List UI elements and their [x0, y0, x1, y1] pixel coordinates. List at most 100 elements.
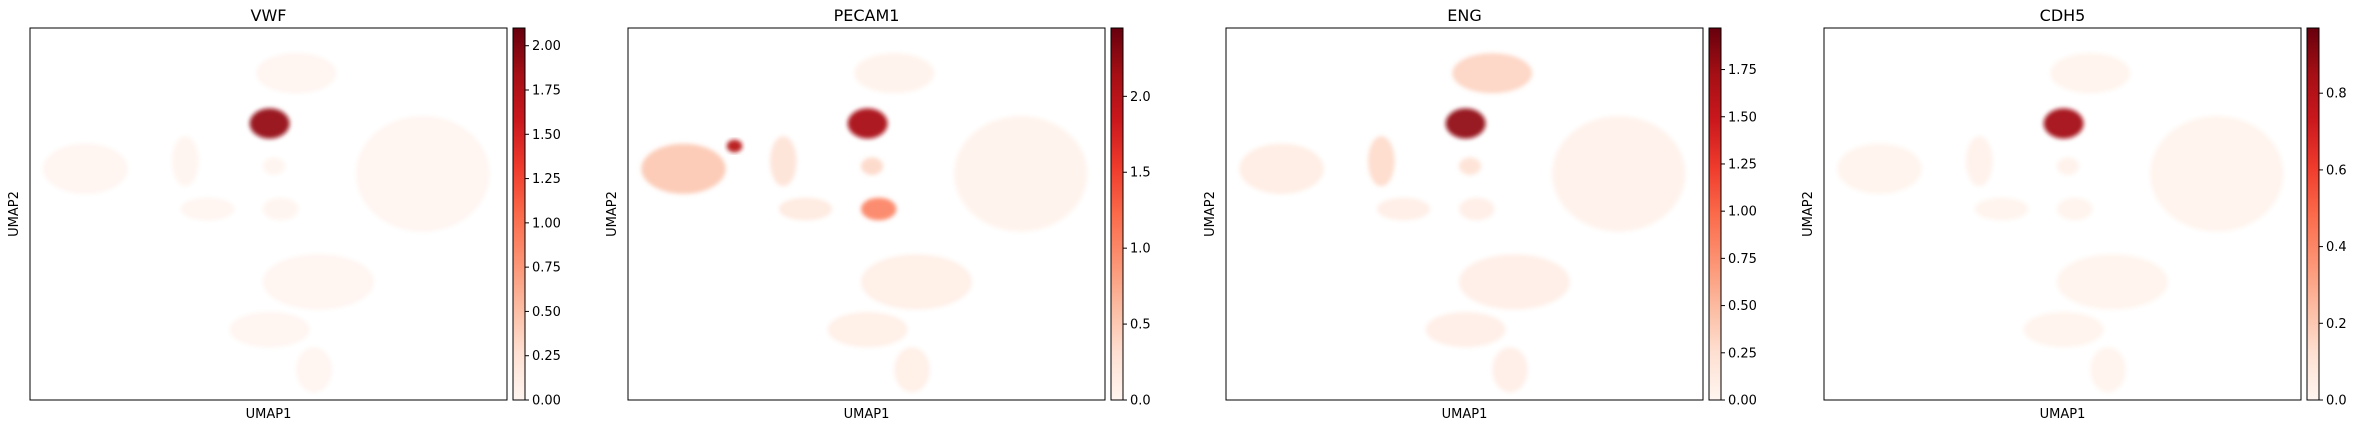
- colorbar-tick-label: 0.00: [532, 394, 561, 409]
- cell-cluster-11: [2090, 347, 2126, 393]
- cell-cluster-4: [1966, 136, 1993, 187]
- umap-panel-3: ENG UMAP1 UMAP2 0.00 0.25 0.50 0.75 1.00 1.25 1.5…: [1203, 6, 1757, 422]
- cell-cluster-1: [854, 53, 935, 94]
- cell-cluster-7: [180, 197, 235, 221]
- cell-cluster-1: [2050, 53, 2131, 94]
- panel-title: ENG: [1447, 6, 1481, 25]
- cell-cluster-6: [2057, 197, 2093, 221]
- colorbar-tick-label: 0.4: [2326, 240, 2347, 255]
- colorbar-tick-label: 0.50: [1728, 299, 1757, 314]
- cell-cluster-2: [249, 108, 290, 139]
- colorbar-tick-label: 0.5: [1130, 318, 1151, 333]
- cell-cluster-3: [43, 143, 128, 194]
- colorbar-gradient: [2306, 27, 2320, 401]
- cell-cluster-9: [262, 254, 374, 310]
- y-axis-label: UMAP2: [7, 191, 22, 237]
- cell-cluster-6: [1459, 197, 1495, 221]
- colorbar-tick-label: 0.75: [1728, 252, 1757, 267]
- colorbar-tick-label: 1.75: [1728, 63, 1757, 78]
- colorbar-tick-label: 1.25: [532, 172, 561, 187]
- colorbar-tick-label: 2.00: [532, 39, 561, 54]
- cell-cluster-11: [1492, 347, 1528, 393]
- colorbar: 0.00 0.25 0.50 0.75 1.00 1.25 1.50 1.75: [1708, 27, 1757, 409]
- cell-cluster-6: [263, 197, 299, 221]
- cell-cluster-6: [860, 157, 884, 175]
- colorbar-tick-label: 1.50: [1728, 110, 1757, 125]
- cell-cluster-4: [726, 139, 743, 153]
- cell-cluster-5: [2056, 157, 2080, 175]
- cell-cluster-11: [296, 347, 332, 393]
- cell-cluster-5: [262, 157, 286, 175]
- cell-cluster-7: [1376, 197, 1431, 221]
- colorbar-tick-label: 0.25: [1728, 346, 1757, 361]
- cell-cluster-3: [1837, 143, 1922, 194]
- colorbar-gradient: [512, 27, 526, 401]
- panel-title: PECAM1: [834, 6, 900, 25]
- cell-cluster-10: [2023, 312, 2104, 348]
- x-axis-label: UMAP1: [246, 407, 292, 422]
- umap-panel-1: VWF UMAP1 UMAP2 0.00 0.25 0.50 0.75 1.00 1.25 1.5…: [7, 6, 561, 422]
- y-axis-label: UMAP2: [1801, 191, 1816, 237]
- colorbar: 0.0 0.5 1.0 1.5 2.0: [1110, 27, 1151, 409]
- axes-frame: [627, 27, 1106, 401]
- colorbar-tick-label: 1.0: [1130, 242, 1151, 257]
- cell-cluster-8: [1552, 116, 1686, 232]
- scatter-area: [1837, 53, 2284, 393]
- colorbar-tick-label: 0.50: [532, 305, 561, 320]
- colorbar-tick-label: 0.6: [2326, 163, 2347, 178]
- colorbar-tick-label: 0.25: [532, 349, 561, 364]
- colorbar-tick-label: 0.2: [2326, 317, 2347, 332]
- cell-cluster-7: [861, 197, 897, 221]
- panel-title: CDH5: [2040, 6, 2086, 25]
- cell-cluster-11: [827, 312, 908, 348]
- axes-frame: [1225, 27, 1704, 401]
- colorbar: 0.0 0.2 0.4 0.6 0.8: [2306, 27, 2347, 409]
- colorbar-gradient: [1708, 27, 1722, 401]
- scatter-area: [1239, 53, 1686, 393]
- cell-cluster-3: [641, 143, 726, 194]
- colorbar-tick-label: 0.0: [1130, 394, 1151, 409]
- umap-panel-4: CDH5 UMAP1 UMAP2 0.0 0.2 0.4 0.6 0.8: [1801, 6, 2347, 422]
- colorbar-tick-label: 1.00: [532, 216, 561, 231]
- cell-cluster-12: [894, 347, 930, 393]
- cell-cluster-3: [1239, 143, 1324, 194]
- cell-cluster-9: [1458, 254, 1570, 310]
- x-axis-label: UMAP1: [2040, 407, 2086, 422]
- colorbar-tick-label: 2.0: [1130, 90, 1151, 105]
- cell-cluster-8: [2150, 116, 2284, 232]
- cell-cluster-10: [1425, 312, 1506, 348]
- cell-cluster-2: [2043, 108, 2084, 139]
- colorbar-tick-label: 0.8: [2326, 87, 2347, 102]
- colorbar-tick-label: 1.75: [532, 84, 561, 99]
- colorbar-tick-label: 1.5: [1130, 166, 1151, 181]
- colorbar-tick-label: 0.00: [1728, 394, 1757, 409]
- cell-cluster-7: [1974, 197, 2029, 221]
- axes-frame: [29, 27, 508, 401]
- cell-cluster-1: [256, 53, 337, 94]
- colorbar: 0.00 0.25 0.50 0.75 1.00 1.25 1.50 1.75 2.00: [512, 27, 561, 409]
- cell-cluster-4: [172, 136, 199, 187]
- colorbar-gradient: [1110, 27, 1124, 401]
- colorbar-tick-label: 1.00: [1728, 205, 1757, 220]
- cell-cluster-9: [2056, 254, 2168, 310]
- cell-cluster-5: [770, 136, 797, 187]
- cell-cluster-2: [1445, 108, 1486, 139]
- colorbar-tick-label: 0.75: [532, 261, 561, 276]
- scatter-area: [43, 53, 490, 393]
- cell-cluster-2: [847, 108, 888, 139]
- axes-frame: [1823, 27, 2302, 401]
- cell-cluster-10: [860, 254, 972, 310]
- umap-panel-2: PECAM1 UMAP1 UMAP2 0.0 0.5 1.0 1.5 2.0: [605, 6, 1151, 422]
- panel-title: VWF: [251, 6, 287, 25]
- y-axis-label: UMAP2: [605, 191, 620, 237]
- cell-cluster-9: [954, 116, 1088, 232]
- scatter-area: [641, 53, 1088, 393]
- colorbar-tick-label: 1.50: [532, 128, 561, 143]
- cell-cluster-8: [778, 197, 833, 221]
- cell-cluster-5: [1458, 157, 1482, 175]
- cell-cluster-1: [1452, 53, 1533, 94]
- colorbar-tick-label: 1.25: [1728, 157, 1757, 172]
- colorbar-tick-label: 0.0: [2326, 394, 2347, 409]
